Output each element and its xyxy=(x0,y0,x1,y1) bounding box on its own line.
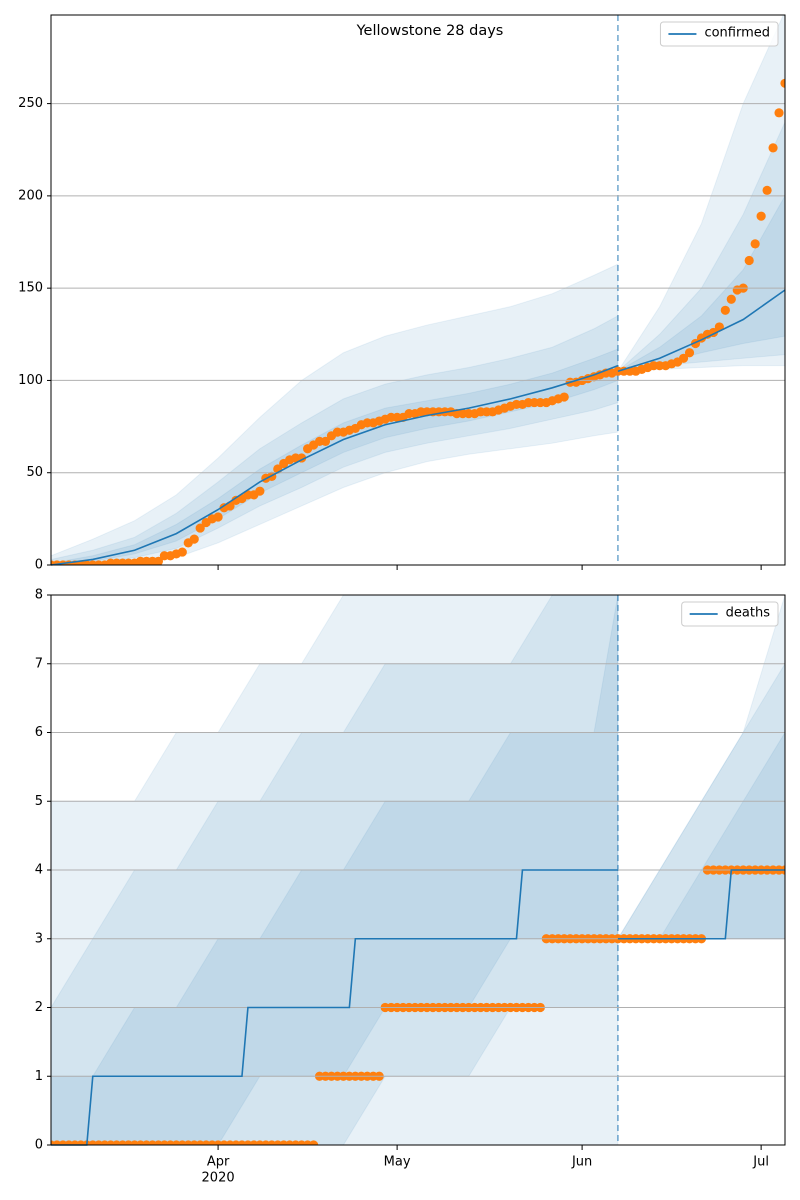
y-tick-label: 3 xyxy=(35,931,43,946)
legend-box xyxy=(681,601,779,627)
x-tick-label: Jun xyxy=(571,1155,592,1170)
observed-point xyxy=(750,239,760,249)
chart-title: Yellowstone 28 days xyxy=(356,23,504,39)
x-tick-label: Jul xyxy=(752,1155,769,1170)
y-tick-label: 150 xyxy=(18,281,43,296)
x-year-label: 2020 xyxy=(202,1171,235,1186)
y-tick-label: 0 xyxy=(35,1138,43,1153)
y-tick-label: 200 xyxy=(18,188,43,203)
observed-point xyxy=(195,523,205,533)
observed-point xyxy=(559,392,569,402)
observed-point xyxy=(684,348,695,358)
median-line xyxy=(50,289,786,566)
observed-point xyxy=(756,211,766,221)
observed-point xyxy=(153,556,164,565)
observed-point xyxy=(213,512,223,522)
observed-point xyxy=(780,78,785,88)
plot-area xyxy=(51,15,785,565)
legend-box xyxy=(659,21,779,47)
observed-point xyxy=(255,486,265,496)
y-tick-label: 1 xyxy=(35,1069,43,1084)
median-line xyxy=(51,869,785,1146)
y-tick-label: 2 xyxy=(35,1000,43,1015)
observed-point xyxy=(774,108,784,118)
observed-point xyxy=(720,305,730,315)
observed-point xyxy=(320,436,331,446)
legend-label: deaths xyxy=(726,606,771,621)
x-tick-label: May xyxy=(384,1155,411,1170)
y-tick-label: 6 xyxy=(35,725,43,740)
y-tick-label: 100 xyxy=(18,373,43,388)
axes-frame xyxy=(50,594,786,1146)
observed-point xyxy=(308,1140,319,1145)
legend-label: confirmed xyxy=(704,26,770,41)
y-tick-label: 5 xyxy=(35,794,43,809)
y-tick-label: 250 xyxy=(18,96,43,111)
x-tick-label: Apr xyxy=(207,1155,230,1170)
observed-point xyxy=(678,353,689,363)
observed-point xyxy=(768,143,778,153)
observed-point xyxy=(744,255,754,266)
plot-area xyxy=(51,595,785,1145)
y-tick-label: 7 xyxy=(35,656,43,671)
uncertainty-band xyxy=(51,15,785,565)
y-tick-label: 8 xyxy=(35,588,43,603)
y-tick-label: 0 xyxy=(35,558,43,573)
uncertainty-band xyxy=(51,121,785,565)
uncertainty-band xyxy=(51,194,785,565)
observed-point xyxy=(726,294,736,304)
axes-frame xyxy=(50,14,786,566)
observed-point xyxy=(177,547,187,557)
y-tick-label: 4 xyxy=(35,863,43,878)
y-tick-label: 50 xyxy=(26,465,43,480)
observed-point xyxy=(189,534,199,544)
observed-point xyxy=(762,185,772,195)
